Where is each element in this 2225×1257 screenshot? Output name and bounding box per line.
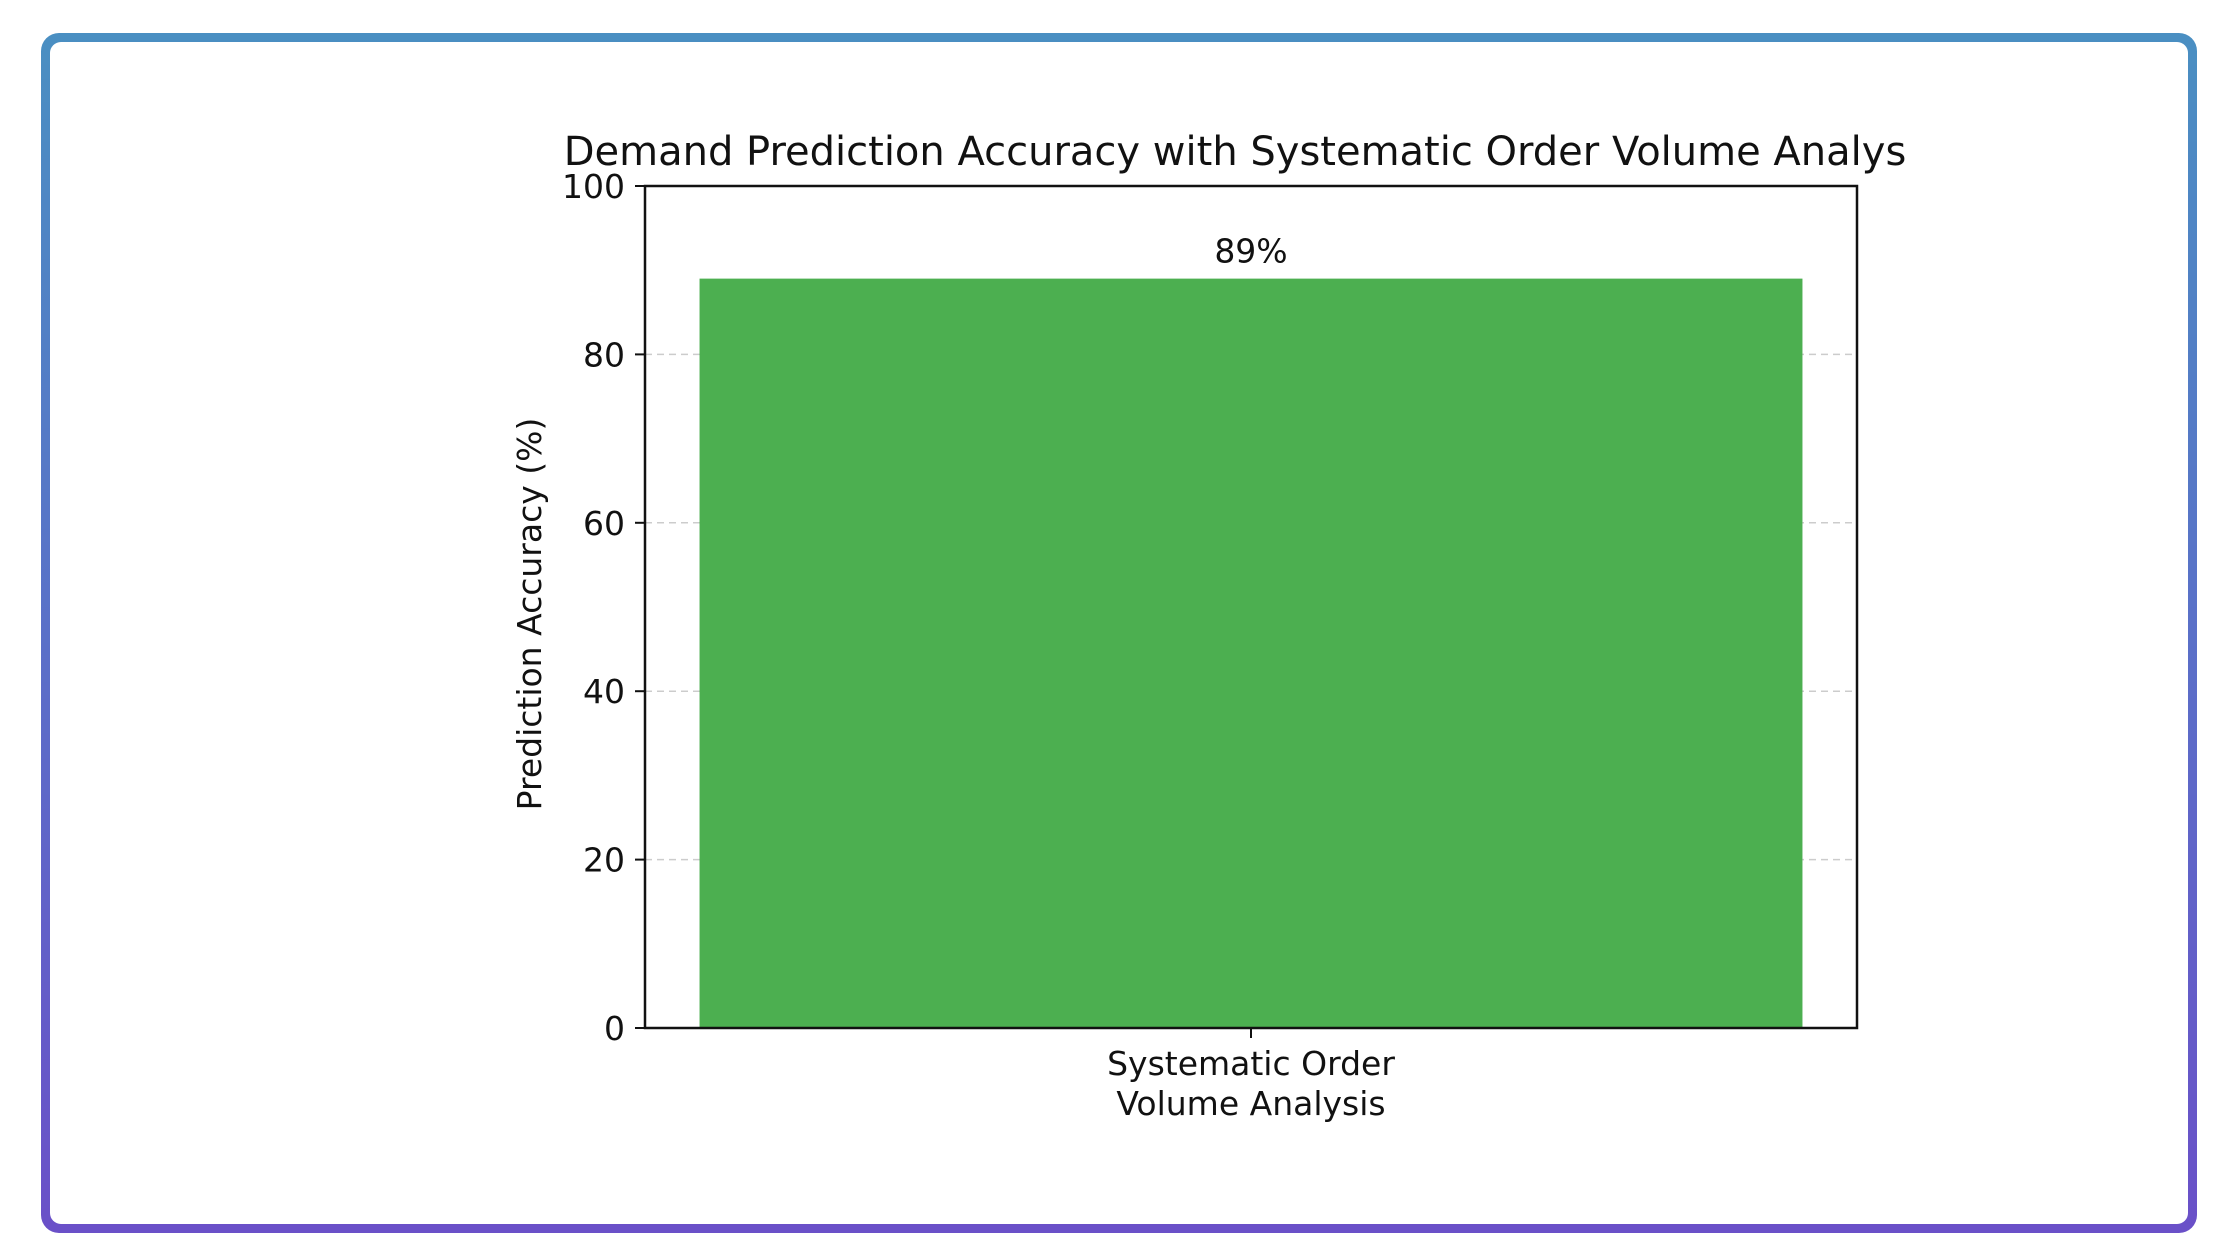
y-tick-label: 60 <box>583 504 625 543</box>
bar-value-label: 89% <box>1214 232 1287 271</box>
y-tick-label: 40 <box>583 672 625 711</box>
data-labels: 89% <box>1214 232 1287 271</box>
x-axis-ticks: Systematic Order Volume Analysis <box>1107 1028 1395 1123</box>
chart-title: Demand Prediction Accuracy with Systemat… <box>564 129 1907 175</box>
bar <box>699 278 1803 1028</box>
y-axis-label: Prediction Accuracy (%) <box>510 418 549 811</box>
y-tick-label: 20 <box>583 841 625 880</box>
x-tick-label: Systematic Order Volume Analysis <box>1107 1044 1395 1123</box>
y-tick-label: 100 <box>562 167 625 206</box>
y-axis-ticks: 0 20 40 60 80 100 <box>562 167 645 1048</box>
y-tick-label: 0 <box>604 1009 625 1048</box>
y-tick-label: 80 <box>583 335 625 374</box>
bars <box>699 278 1803 1028</box>
